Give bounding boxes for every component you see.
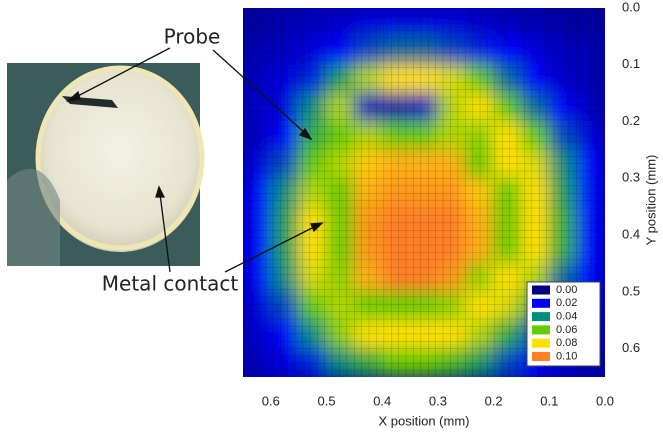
legend-label: 0.10 — [556, 350, 577, 362]
legend-label: 0.08 — [556, 337, 577, 349]
y-tick-label: 0.5 — [622, 283, 640, 298]
y-tick-label: 0.2 — [622, 113, 640, 128]
x-tick-label: 0.0 — [596, 393, 614, 408]
annotation: Probe — [164, 25, 221, 49]
legend-label: 0.06 — [556, 324, 577, 336]
y-axis-label: Y position (mm) — [643, 155, 658, 246]
legend-label: 0.04 — [556, 311, 577, 323]
x-tick-label: 0.1 — [540, 393, 558, 408]
legend-swatch — [532, 339, 550, 348]
x-tick-label: 0.4 — [373, 393, 391, 408]
x-tick-label: 0.5 — [317, 393, 335, 408]
photo — [7, 63, 204, 266]
y-tick-label: 0.4 — [622, 227, 640, 242]
y-tick-label: 0.0 — [622, 0, 640, 14]
y-tick-label: 0.6 — [622, 340, 640, 355]
annotation: Metal contact — [102, 272, 239, 296]
legend-label: 0.02 — [556, 297, 577, 309]
legend-swatch — [532, 312, 550, 321]
x-tick-label: 0.6 — [262, 393, 280, 408]
legend-swatch — [532, 352, 550, 361]
x-axis-label: X position (mm) — [378, 413, 469, 428]
figure: X position (mm) Y position (mm) Probe Me… — [0, 0, 663, 432]
legend-swatch — [532, 325, 550, 334]
x-tick-label: 0.3 — [429, 393, 447, 408]
legend-swatch — [532, 286, 550, 295]
y-tick-label: 0.3 — [622, 170, 640, 185]
x-tick-label: 0.2 — [485, 393, 503, 408]
legend-label: 0.00 — [556, 284, 577, 296]
legend-swatch — [532, 299, 550, 308]
y-tick-label: 0.1 — [622, 56, 640, 71]
